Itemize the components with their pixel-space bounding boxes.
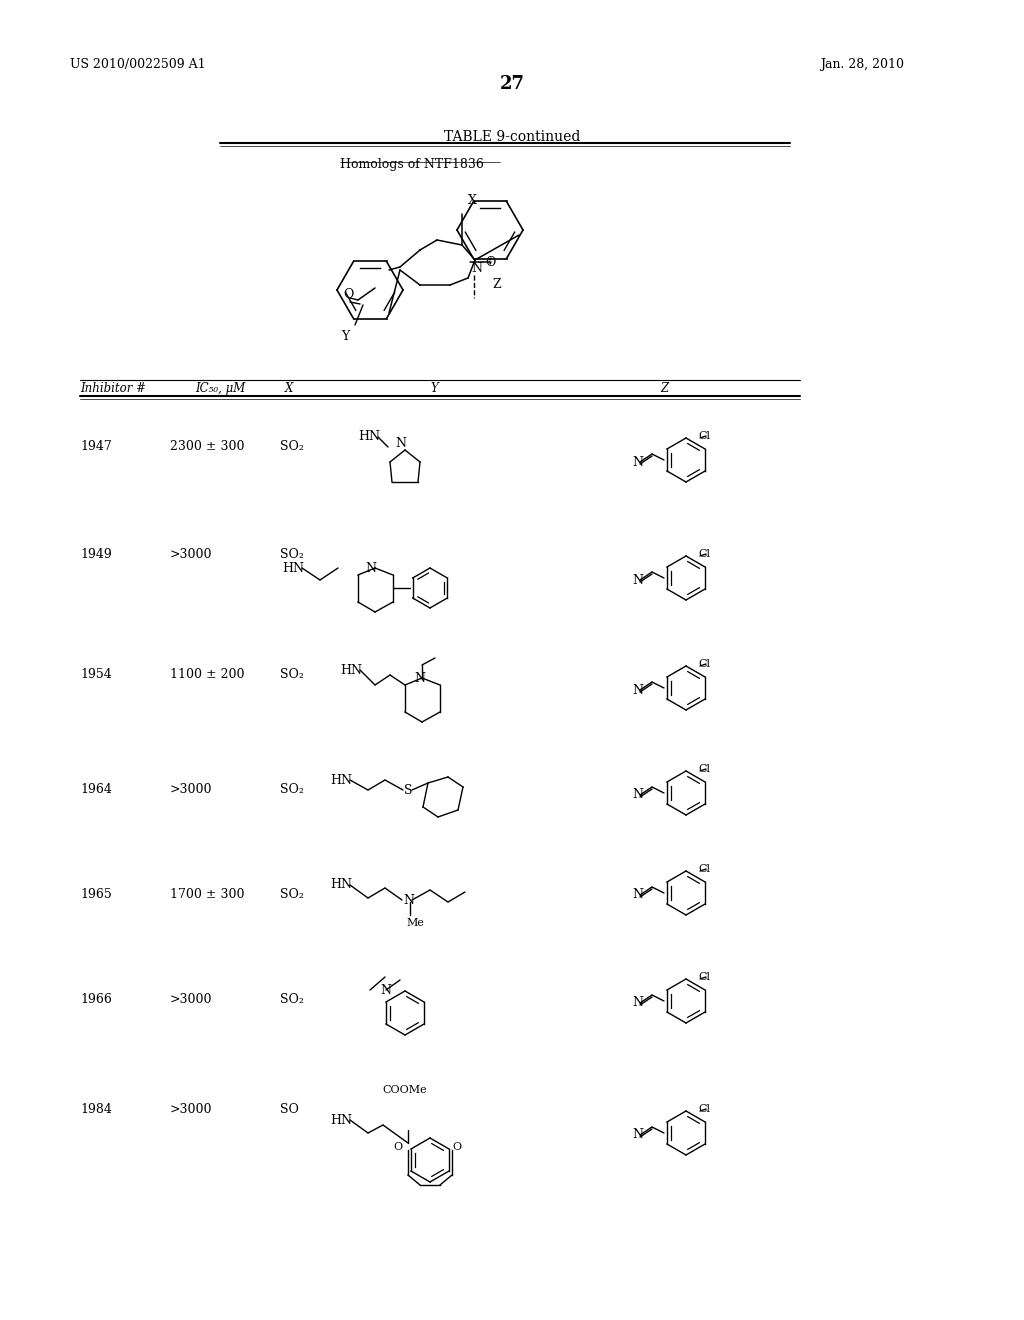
Text: N: N xyxy=(366,562,377,576)
Text: HN: HN xyxy=(358,430,380,444)
Text: O: O xyxy=(484,256,496,268)
Text: SO: SO xyxy=(280,1104,299,1115)
Text: N: N xyxy=(632,573,643,586)
Text: 1700 ± 300: 1700 ± 300 xyxy=(170,888,245,902)
Text: 2300 ± 300: 2300 ± 300 xyxy=(170,440,245,453)
Text: N: N xyxy=(632,684,643,697)
Text: HN: HN xyxy=(340,664,362,676)
Text: Cl: Cl xyxy=(698,972,710,982)
Text: Cl: Cl xyxy=(698,865,710,874)
Text: 1984: 1984 xyxy=(80,1104,112,1115)
Text: Cl: Cl xyxy=(698,1104,710,1114)
Text: SO₂: SO₂ xyxy=(280,993,304,1006)
Text: Cl: Cl xyxy=(698,549,710,558)
Text: SO₂: SO₂ xyxy=(280,440,304,453)
Text: HN: HN xyxy=(330,879,352,891)
Text: 1947: 1947 xyxy=(80,440,112,453)
Text: N: N xyxy=(632,788,643,801)
Text: >3000: >3000 xyxy=(170,783,213,796)
Text: IC₅₀, μM: IC₅₀, μM xyxy=(195,381,246,395)
Text: N: N xyxy=(415,672,426,685)
Text: HN: HN xyxy=(282,561,304,574)
Text: N: N xyxy=(632,1129,643,1142)
Text: >3000: >3000 xyxy=(170,548,213,561)
Text: SO₂: SO₂ xyxy=(280,548,304,561)
Text: O: O xyxy=(452,1142,461,1152)
Text: Cl: Cl xyxy=(698,659,710,669)
Text: 27: 27 xyxy=(500,75,524,92)
Text: COOMe: COOMe xyxy=(382,1085,427,1096)
Text: Jan. 28, 2010: Jan. 28, 2010 xyxy=(820,58,904,71)
Text: N: N xyxy=(632,455,643,469)
Text: 1965: 1965 xyxy=(80,888,112,902)
Text: N: N xyxy=(380,983,391,997)
Text: X: X xyxy=(468,194,476,207)
Text: Z: Z xyxy=(660,381,668,395)
Text: >3000: >3000 xyxy=(170,1104,213,1115)
Text: 1949: 1949 xyxy=(80,548,112,561)
Text: Z: Z xyxy=(493,279,502,290)
Text: SO₂: SO₂ xyxy=(280,888,304,902)
Text: 1966: 1966 xyxy=(80,993,112,1006)
Text: Y: Y xyxy=(430,381,437,395)
Text: >3000: >3000 xyxy=(170,993,213,1006)
Text: Homologs of NTF1836: Homologs of NTF1836 xyxy=(340,158,484,172)
Text: Me: Me xyxy=(406,917,424,928)
Text: TABLE 9-continued: TABLE 9-continued xyxy=(443,129,581,144)
Text: S: S xyxy=(404,784,413,796)
Text: N: N xyxy=(632,997,643,1010)
Text: HN: HN xyxy=(330,1114,352,1126)
Text: Y: Y xyxy=(341,330,349,343)
Text: X: X xyxy=(285,381,293,395)
Text: N: N xyxy=(632,888,643,902)
Text: 1964: 1964 xyxy=(80,783,112,796)
Text: Cl: Cl xyxy=(698,432,710,441)
Text: Cl: Cl xyxy=(698,764,710,774)
Text: Inhibitor #: Inhibitor # xyxy=(80,381,146,395)
Text: O: O xyxy=(343,289,353,301)
Text: O: O xyxy=(393,1142,402,1152)
Text: N: N xyxy=(471,261,482,275)
Text: SO₂: SO₂ xyxy=(280,783,304,796)
Text: 1954: 1954 xyxy=(80,668,112,681)
Text: N: N xyxy=(403,894,414,907)
Text: 1100 ± 200: 1100 ± 200 xyxy=(170,668,245,681)
Text: HN: HN xyxy=(330,774,352,787)
Text: N: N xyxy=(395,437,407,450)
Text: US 2010/0022509 A1: US 2010/0022509 A1 xyxy=(70,58,206,71)
Text: SO₂: SO₂ xyxy=(280,668,304,681)
